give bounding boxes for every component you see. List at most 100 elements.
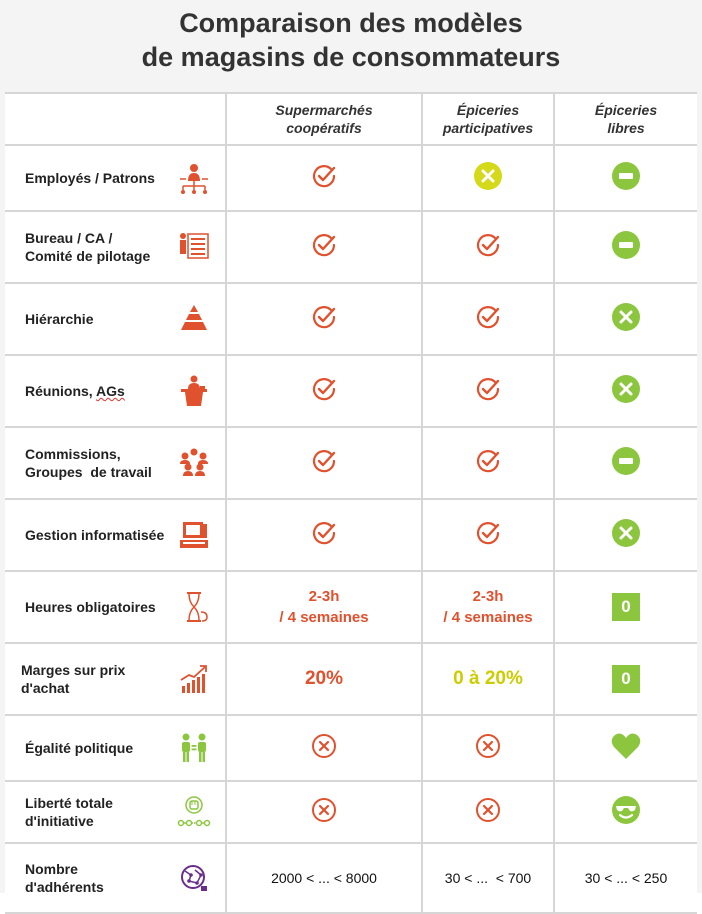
- row-label: Heures obligatoires: [25, 599, 156, 615]
- hours-value-line: 2-3h: [472, 588, 504, 605]
- value-cell: [227, 782, 423, 842]
- value-cell: [555, 428, 697, 498]
- row-label: Égalité politique: [25, 740, 134, 756]
- check-icon: [311, 520, 337, 551]
- row-label-line: d'adhérents: [25, 879, 104, 895]
- row-label-text: Réunions,: [25, 383, 97, 399]
- org-chart-icon: [177, 161, 211, 195]
- column-header-line: Épiceries: [456, 102, 520, 118]
- value-cell: [423, 212, 555, 282]
- value-cell: 0 à 20%: [423, 644, 555, 714]
- table-row: Égalité politique: [5, 716, 697, 782]
- members-value: 30 < ... < 250: [584, 870, 668, 886]
- value-cell: [423, 284, 555, 354]
- value-cell: [555, 782, 697, 842]
- row-label-line: Commissions,: [25, 446, 121, 462]
- row-label: Gestion informatisée: [25, 527, 165, 543]
- x-outline-icon: [475, 797, 501, 828]
- comparison-table: Supermarchés coopératifs Épiceries parti…: [5, 92, 697, 914]
- equality-people-icon: [177, 731, 211, 765]
- row-label: Employés / Patrons: [25, 170, 155, 186]
- row-label-cell: Heures obligatoires: [5, 572, 227, 642]
- row-label-cell: Commissions, Groupes de travail: [5, 428, 227, 498]
- row-label-line: Nombre: [25, 861, 78, 877]
- table-row: Liberté totale d'initiative: [5, 782, 697, 844]
- margin-value: 0 à 20%: [453, 668, 523, 689]
- check-icon: [475, 520, 501, 551]
- hours-value: 2-3h / 4 semaines: [279, 586, 368, 628]
- value-cell: [555, 284, 697, 354]
- check-icon: [475, 376, 501, 407]
- computer-icon: [177, 518, 211, 552]
- value-cell: [555, 356, 697, 426]
- check-icon: [475, 304, 501, 335]
- column-header-line: coopératifs: [286, 120, 362, 136]
- x-circle-icon: [473, 161, 503, 196]
- page-title: Comparaison des modèles de magasins de c…: [0, 0, 702, 92]
- zero-badge: 0: [612, 593, 640, 621]
- value-cell: 30 < ... < 250: [555, 844, 697, 912]
- group-icon: [177, 446, 211, 480]
- x-circle-icon: [611, 302, 641, 337]
- column-header-epiceries-libres: Épiceries libres: [555, 94, 697, 144]
- row-label-line: Bureau / CA /: [25, 230, 113, 246]
- check-icon: [311, 163, 337, 194]
- x-outline-icon: [311, 797, 337, 828]
- title-line-1: Comparaison des modèles: [179, 8, 523, 38]
- value-cell: [555, 500, 697, 570]
- column-header-line: libres: [607, 120, 645, 136]
- value-cell: 2-3h / 4 semaines: [423, 572, 555, 642]
- value-cell: [555, 716, 697, 780]
- list-board-icon: [177, 230, 211, 264]
- table-row: Commissions, Groupes de travail: [5, 428, 697, 500]
- value-cell: [227, 212, 423, 282]
- check-icon: [475, 448, 501, 479]
- minus-circle-icon: [611, 230, 641, 265]
- value-cell: [227, 146, 423, 210]
- value-cell: 20%: [227, 644, 423, 714]
- row-label: Nombre d'adhérents: [25, 860, 104, 896]
- value-cell: [423, 356, 555, 426]
- value-cell: [227, 284, 423, 354]
- row-label-line: Liberté totale: [25, 795, 113, 811]
- table-row: Marges sur prix d'achat 20%: [5, 644, 697, 716]
- table-row: Bureau / CA / Comité de pilotage: [5, 212, 697, 284]
- minus-circle-icon: [611, 161, 641, 196]
- row-label-line: Marges sur prix: [21, 662, 126, 678]
- zero-badge: 0: [612, 665, 640, 693]
- x-outline-icon: [475, 733, 501, 764]
- row-label: Hiérarchie: [25, 311, 94, 327]
- value-cell: [555, 212, 697, 282]
- hours-value: 2-3h / 4 semaines: [443, 586, 532, 628]
- header-empty-cell: [5, 94, 227, 144]
- check-icon: [311, 376, 337, 407]
- value-cell: [423, 428, 555, 498]
- members-value: 2000 < ... < 8000: [271, 870, 377, 886]
- value-cell: [423, 146, 555, 210]
- members-value: 30 < ... < 700: [444, 870, 532, 886]
- row-label-line: Groupes de travail: [25, 464, 152, 480]
- row-label: Réunions, AGs: [25, 382, 125, 400]
- table-header-row: Supermarchés coopératifs Épiceries parti…: [5, 94, 697, 146]
- growth-chart-icon: [177, 662, 211, 696]
- value-cell: [227, 716, 423, 780]
- hourglass-icon: [177, 590, 211, 624]
- row-label-cell: Marges sur prix d'achat: [5, 644, 227, 714]
- row-label-cell: Liberté totale d'initiative: [5, 782, 227, 842]
- check-icon: [311, 448, 337, 479]
- column-header-epiceries-participatives: Épiceries participatives: [423, 94, 555, 144]
- value-cell: [227, 500, 423, 570]
- value-cell: 2000 < ... < 8000: [227, 844, 423, 912]
- value-cell: [227, 356, 423, 426]
- hours-value-line: / 4 semaines: [443, 609, 533, 626]
- value-cell: [555, 146, 697, 210]
- column-header-line: Supermarchés: [275, 102, 373, 118]
- raised-fist-icon: [177, 795, 211, 829]
- row-label-line: Comité de pilotage: [25, 248, 151, 264]
- row-label-cell: Gestion informatisée: [5, 500, 227, 570]
- hours-value-line: 2-3h: [308, 588, 340, 605]
- check-icon: [311, 304, 337, 335]
- column-header-supermarches: Supermarchés coopératifs: [227, 94, 423, 144]
- sunglasses-smiley-icon: [611, 795, 641, 830]
